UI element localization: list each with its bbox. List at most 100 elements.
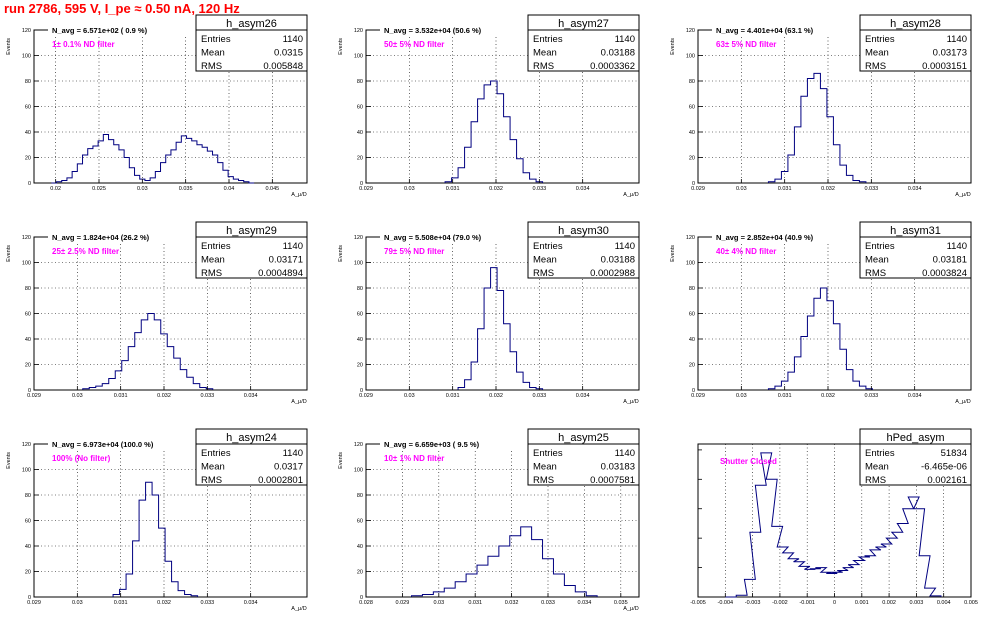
y-tick-label: 0 — [28, 181, 31, 187]
stats-value-entries: 1140 — [615, 448, 635, 459]
stats-value-entries: 1140 — [283, 34, 303, 45]
y-tick-label: 80 — [357, 286, 363, 292]
x-axis-title: A_μ/D — [291, 192, 306, 198]
histogram-series — [411, 526, 598, 597]
filter-label: 40± 4% ND filter — [716, 247, 776, 256]
y-tick-label: 120 — [354, 28, 363, 34]
navg-title: N_avg = 6.571e+02 ( 0.9 %) — [52, 26, 148, 35]
y-tick-label: 0 — [360, 595, 363, 601]
x-axis-title: A_μ/D — [955, 399, 970, 405]
x-tick-label: 0.035 — [614, 600, 628, 606]
x-tick-label: 0.033 — [200, 393, 214, 399]
y-tick-label: 100 — [22, 261, 31, 267]
filter-label: 79± 5% ND filter — [384, 247, 444, 256]
navg-title: N_avg = 5.508e+04 (79.0 %) — [384, 233, 482, 242]
x-tick-label: 0.035 — [179, 186, 193, 192]
y-tick-label: 40 — [689, 130, 695, 136]
stats-value-rms: 0.0007581 — [590, 475, 635, 486]
x-tick-label: 0.034 — [244, 393, 258, 399]
navg-title: N_avg = 1.824e+04 (26.2 %) — [52, 233, 150, 242]
x-tick-label: 0.001 — [855, 600, 869, 606]
x-tick-label: 0.032 — [489, 186, 503, 192]
run-header: run 2786, 595 V, I_pe ≈ 0.50 nA, 120 Hz — [4, 1, 240, 16]
y-tick-label: 40 — [25, 337, 31, 343]
stats-box — [527, 14, 640, 72]
x-tick-label: 0.031 — [446, 393, 460, 399]
y-tick-label: 40 — [25, 544, 31, 550]
stats-label: Entries — [533, 241, 563, 252]
y-tick-label: 20 — [357, 363, 363, 369]
histogram-name: hPed_asym — [886, 432, 944, 444]
y-tick-label: 40 — [25, 130, 31, 136]
y-tick-label: 100 — [686, 54, 695, 60]
stats-value-mean: 0.0317 — [274, 462, 303, 473]
x-tick-label: 0.03 — [72, 393, 83, 399]
filter-label: 1± 0.1% ND filter — [52, 40, 115, 49]
x-tick-label: -0.002 — [772, 600, 788, 606]
x-tick-label: -0.003 — [745, 600, 761, 606]
histogram-series — [767, 72, 867, 183]
stats-box — [195, 221, 308, 279]
y-tick-label: 20 — [689, 363, 695, 369]
y-tick-label: 20 — [357, 570, 363, 576]
y-tick-label: 0 — [28, 388, 31, 394]
x-tick-label: 0.033 — [864, 393, 878, 399]
filter-label: 100% (No filter) — [52, 454, 111, 463]
histogram-panel: 0.029 0.03 0.031 0.032 0.033 0.034 0 20 40 60 80 10… — [338, 221, 640, 405]
stats-value-entries: 51834 — [941, 448, 967, 459]
x-tick-label: 0.03 — [404, 393, 415, 399]
y-axis-title: Events — [6, 452, 12, 469]
x-tick-label: 0.032 — [489, 393, 503, 399]
y-axis-title: Events — [338, 38, 344, 55]
stats-value-rms: 0.002161 — [927, 475, 967, 486]
histogram-name: h_asym24 — [226, 432, 277, 444]
histogram-panel: -0.005 -0.004 -0.003 -0.002 -0.001 0 0.001 0.00… — [690, 428, 978, 606]
y-tick-label: 20 — [25, 156, 31, 162]
stats-value-mean: -6.465e-06 — [921, 462, 967, 473]
x-tick-label: 0.031 — [778, 393, 792, 399]
y-tick-label: 120 — [686, 28, 695, 34]
x-tick-label: 0 — [833, 600, 836, 606]
stats-value-entries: 1140 — [947, 241, 967, 252]
stats-value-rms: 0.0004894 — [258, 268, 303, 279]
x-tick-label: 0.03 — [433, 600, 444, 606]
y-tick-label: 60 — [689, 312, 695, 318]
stats-box — [859, 14, 972, 72]
x-tick-label: 0.004 — [937, 600, 951, 606]
x-axis-title: A_μ/D — [623, 606, 638, 612]
x-axis-title: A_μ/D — [623, 192, 638, 198]
stats-value-rms: 0.0002988 — [590, 268, 635, 279]
stats-label: RMS — [533, 268, 554, 279]
x-tick-label: -0.005 — [690, 600, 706, 606]
stats-label: RMS — [201, 475, 222, 486]
x-tick-label: 0.033 — [541, 600, 555, 606]
stats-label: Mean — [201, 255, 225, 266]
stats-box — [859, 221, 972, 279]
histogram-panel: 0.029 0.03 0.031 0.032 0.033 0.034 0 20 40 60 80 10… — [6, 221, 308, 405]
x-tick-label: 0.04 — [224, 186, 235, 192]
x-tick-label: 0.028 — [359, 600, 373, 606]
x-axis-title: A_μ/D — [623, 399, 638, 405]
stats-value-entries: 1140 — [615, 241, 635, 252]
y-axis-title: Events — [6, 38, 12, 55]
y-tick-label: 100 — [354, 54, 363, 60]
histogram-panel: 0.029 0.03 0.031 0.032 0.033 0.034 0 20 40 60 80 10… — [6, 428, 308, 612]
y-tick-label: 120 — [22, 28, 31, 34]
navg-title: N_avg = 6.659e+03 ( 9.5 %) — [384, 440, 480, 449]
y-tick-label: 0 — [28, 595, 31, 601]
x-tick-label: -0.004 — [717, 600, 733, 606]
x-tick-label: 0.032 — [157, 393, 171, 399]
y-axis-title: Events — [670, 245, 676, 262]
y-tick-label: 40 — [357, 130, 363, 136]
x-axis-title: A_μ/D — [291, 606, 306, 612]
stats-label: Mean — [201, 48, 225, 59]
stats-label: Entries — [533, 448, 563, 459]
histogram-series — [82, 313, 214, 390]
y-tick-label: 40 — [357, 337, 363, 343]
stats-label: Mean — [533, 255, 557, 266]
stats-label: RMS — [201, 61, 222, 72]
stats-value-mean: 0.03183 — [601, 462, 635, 473]
x-tick-label: 0.02 — [50, 186, 61, 192]
stats-label: Entries — [201, 34, 231, 45]
y-tick-label: 20 — [357, 156, 363, 162]
